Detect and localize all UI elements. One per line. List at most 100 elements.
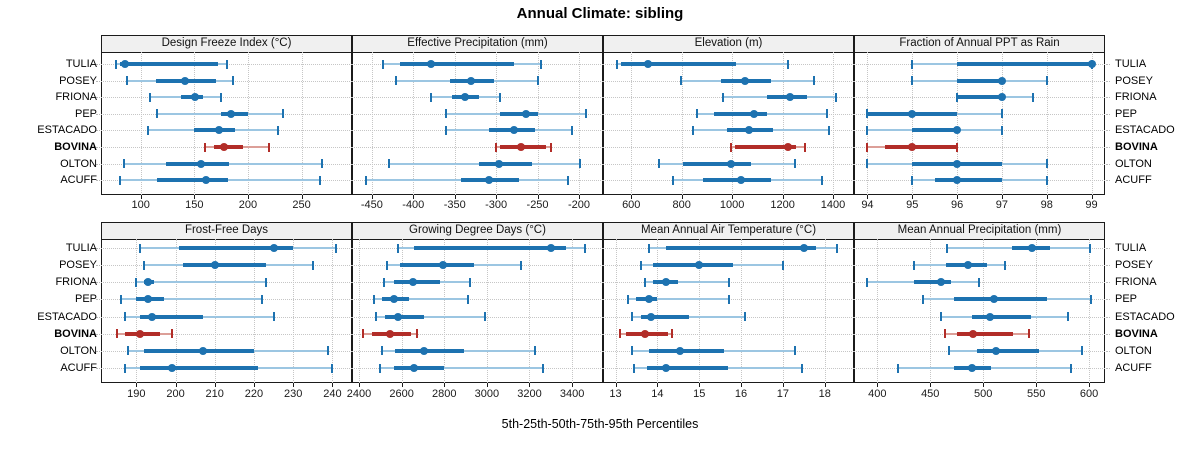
axis-tick-label: 210 xyxy=(205,388,224,400)
whisker-cap-high xyxy=(415,329,418,339)
whisker-cap-high xyxy=(225,59,228,69)
panel-strip: Mean Annual Air Temperature (°C) xyxy=(603,222,854,239)
axis-tick xyxy=(496,195,498,199)
vertical-gridline xyxy=(631,52,633,195)
vertical-gridline xyxy=(140,52,142,195)
station-label-tulia: TULIA xyxy=(1115,58,1147,70)
axis-tick xyxy=(741,383,743,387)
vertical-gridline xyxy=(332,239,334,383)
median-dot xyxy=(786,93,795,102)
whisker-cap-high xyxy=(272,312,275,322)
median-dot xyxy=(144,295,153,304)
axis-tick-label: 600 xyxy=(622,199,641,211)
whisker-cap-low xyxy=(911,76,914,86)
vertical-gridline xyxy=(247,52,249,195)
whisker-cap-low xyxy=(631,346,634,356)
median-dot xyxy=(991,346,1000,355)
horizontal-gridline xyxy=(854,147,1105,148)
median-dot xyxy=(120,60,129,68)
whisker-cap-low xyxy=(866,109,869,119)
whisker-range-line xyxy=(628,298,729,301)
station-label-acuff: ACUFF xyxy=(60,174,97,187)
whisker-cap-low xyxy=(115,59,118,69)
horizontal-gridline xyxy=(352,147,603,148)
median-dot xyxy=(136,329,145,338)
row-tick-stub xyxy=(96,80,100,82)
whisker-cap-low xyxy=(631,312,634,322)
median-dot xyxy=(783,143,792,151)
row-tick-stub xyxy=(1106,333,1110,335)
axis-tick-label: 96 xyxy=(950,199,964,211)
whisker-cap-high xyxy=(834,92,837,102)
whisker-cap-low xyxy=(618,329,621,339)
median-dot xyxy=(467,76,476,85)
whisker-cap-high xyxy=(282,109,285,119)
interquartile-bar xyxy=(885,145,958,149)
whisker-cap-high xyxy=(318,175,321,185)
axis-tick-label: 200 xyxy=(238,199,258,211)
median-dot xyxy=(744,126,753,135)
whisker-cap-high xyxy=(539,59,542,69)
axis-tick-label: 17 xyxy=(776,388,789,400)
axis-tick-label: 95 xyxy=(906,199,919,211)
whisker-cap-high xyxy=(571,125,574,135)
whisker-cap-low xyxy=(865,277,868,287)
station-label-estacado: ESTACADO xyxy=(1115,124,1175,137)
axis-tick-label: 1200 xyxy=(770,199,795,211)
interquartile-bar xyxy=(665,246,817,250)
interquartile-bar xyxy=(934,178,1002,183)
median-dot xyxy=(936,278,945,287)
whisker-cap-low xyxy=(365,175,368,185)
station-label-bovina: BOVINA xyxy=(1115,327,1158,340)
axis-tick-label: 98 xyxy=(1040,199,1053,211)
axis-tick-label: 97 xyxy=(995,199,1009,211)
interquartile-bar xyxy=(120,62,218,66)
whisker-cap-low xyxy=(866,142,869,152)
median-dot xyxy=(144,278,153,287)
whisker-cap-high xyxy=(804,142,807,152)
median-dot xyxy=(409,278,418,287)
axis-tick xyxy=(1001,195,1003,199)
row-tick-stub xyxy=(1106,163,1110,165)
vertical-gridline xyxy=(371,52,373,195)
panel-strip: Effective Precipitation (mm) xyxy=(352,35,603,52)
whisker-cap-high xyxy=(542,363,545,373)
row-tick-stub xyxy=(96,147,100,148)
median-dot xyxy=(640,329,649,338)
vertical-gridline xyxy=(657,239,659,383)
station-label-estacado: ESTACADO xyxy=(37,310,97,323)
median-dot xyxy=(385,329,394,338)
axis-tick xyxy=(359,383,361,387)
median-dot xyxy=(997,76,1006,85)
whisker-cap-low xyxy=(388,159,391,169)
interquartile-bar xyxy=(194,128,236,133)
station-label-posey: POSEY xyxy=(59,259,97,272)
whisker-cap-low xyxy=(375,312,378,322)
median-dot xyxy=(953,126,962,135)
whisker-cap-high xyxy=(1000,125,1003,135)
interquartile-bar xyxy=(957,78,1002,83)
axis-tick xyxy=(1046,195,1048,199)
whisker-cap-high xyxy=(744,312,747,322)
axis-tick xyxy=(631,195,633,199)
median-dot xyxy=(226,109,235,118)
row-tick-stub xyxy=(1106,113,1110,115)
whisker-cap-high xyxy=(825,109,828,119)
panel-strip: Growing Degree Days (°C) xyxy=(352,222,603,239)
median-dot xyxy=(1087,60,1096,68)
whisker-cap-high xyxy=(519,260,522,270)
axis-tick-label: -450 xyxy=(360,199,383,211)
station-label-olton: OLTON xyxy=(60,157,97,170)
whisker-cap-high xyxy=(1090,294,1093,304)
axis-tick xyxy=(572,383,574,387)
station-label-bovina: BOVINA xyxy=(1115,141,1158,153)
median-dot xyxy=(908,143,917,151)
interquartile-bar xyxy=(682,161,752,166)
whisker-range-line xyxy=(156,112,284,115)
whisker-cap-high xyxy=(1089,243,1092,253)
whisker-cap-high xyxy=(956,142,959,152)
whisker-range-line xyxy=(644,281,729,284)
interquartile-bar xyxy=(649,348,725,353)
whisker-cap-low xyxy=(143,260,146,270)
station-label-tulia: TULIA xyxy=(65,58,97,70)
